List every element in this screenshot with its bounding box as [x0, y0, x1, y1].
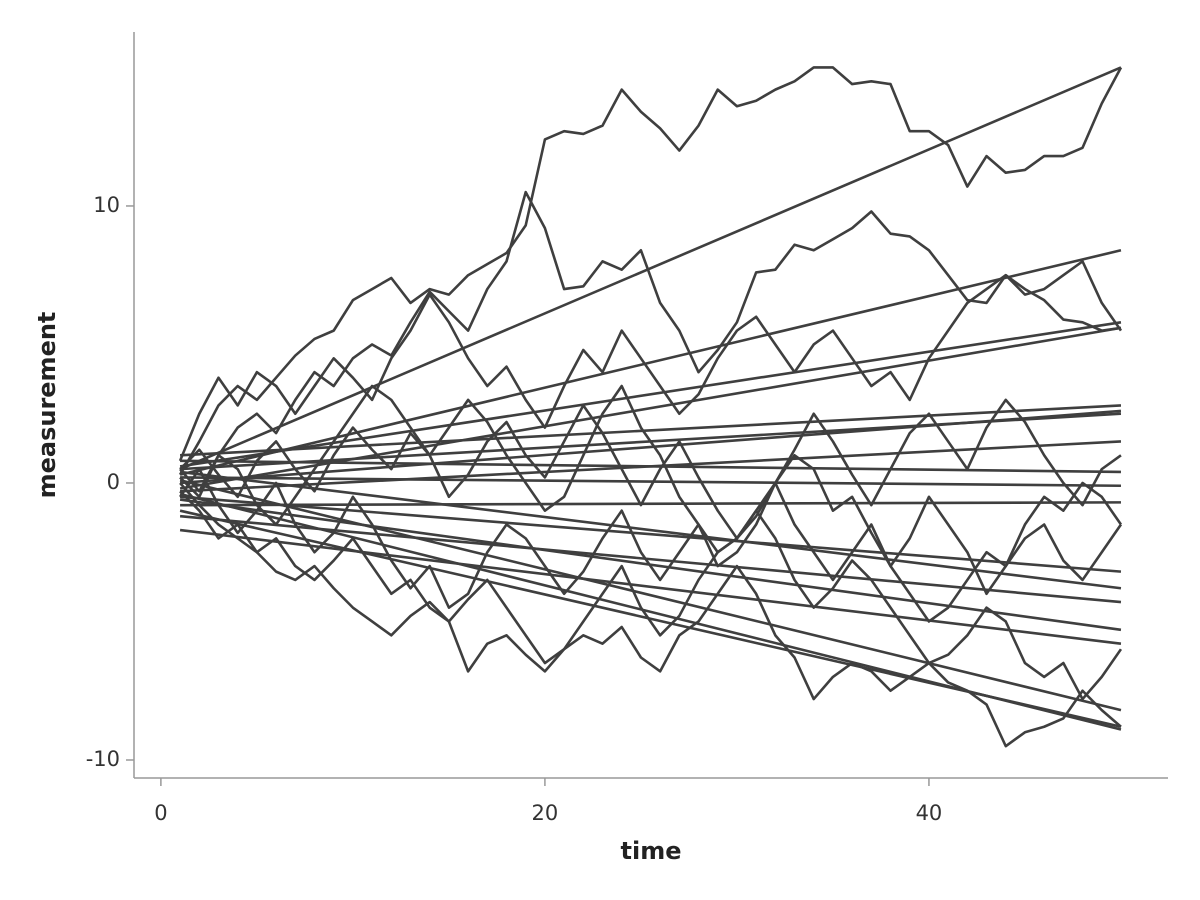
x-axis-label: time	[621, 837, 682, 865]
series-line	[180, 476, 1121, 488]
series-line	[179, 470, 1122, 590]
plot-area	[178, 66, 1123, 748]
series-line	[180, 459, 1121, 474]
x-tick-label: 0	[154, 801, 167, 825]
series-line	[179, 249, 1122, 476]
series-line	[179, 498, 1122, 632]
series-line	[179, 398, 1122, 540]
series-line	[179, 66, 1122, 471]
y-tick-label: -10	[86, 747, 120, 771]
series-line	[179, 528, 1122, 645]
series-line	[179, 321, 1122, 468]
series-line	[179, 190, 1122, 493]
y-axis-label: measurement	[33, 312, 61, 499]
series-line	[179, 453, 1123, 609]
series-line	[178, 260, 1123, 462]
series-line	[179, 478, 1122, 712]
series-line	[179, 490, 1123, 701]
x-tick-label: 40	[916, 801, 943, 825]
series-line	[179, 482, 1122, 748]
x-tick-label: 20	[532, 801, 559, 825]
series-line	[180, 412, 1122, 471]
y-tick-label: 10	[93, 193, 120, 217]
series-line	[179, 514, 1122, 604]
series-line	[180, 404, 1122, 457]
y-tick-label: 0	[107, 470, 120, 494]
series-line	[178, 66, 1123, 476]
series-line	[179, 492, 1122, 731]
series-line	[179, 495, 1122, 573]
series-line	[180, 501, 1121, 507]
